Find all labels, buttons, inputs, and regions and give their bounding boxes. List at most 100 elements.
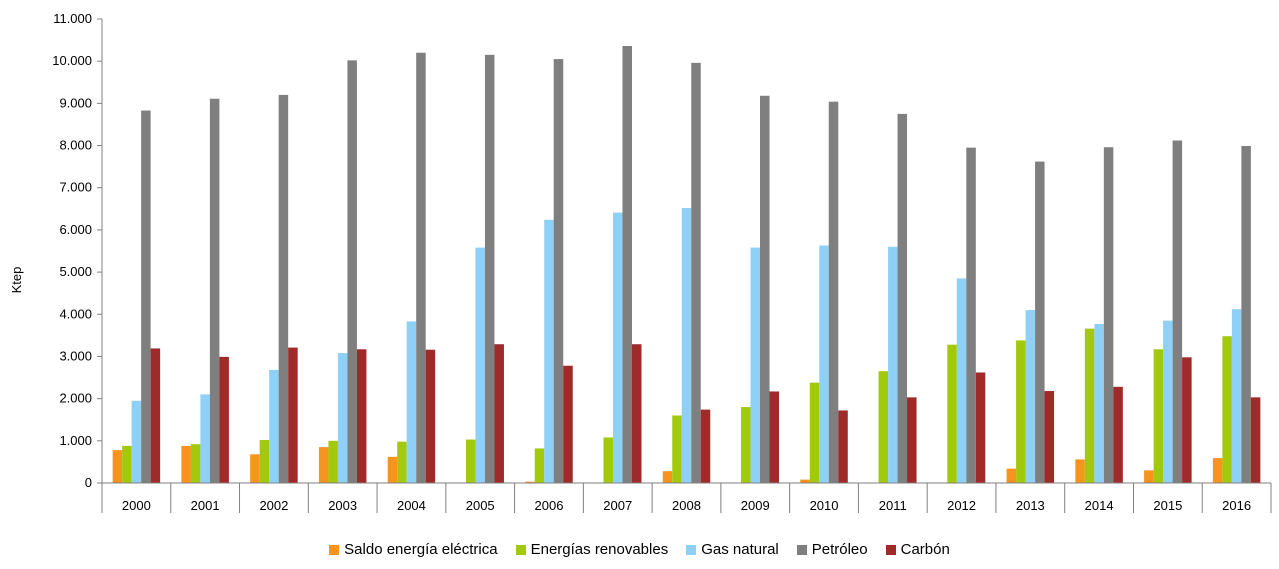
bar-energ-as-renovables-2000 <box>122 445 132 483</box>
bar-carb-n-2008 <box>700 409 711 483</box>
bar-carb-n-2002 <box>288 347 298 483</box>
bar-gas-natural-2000 <box>131 400 142 483</box>
x-tick-label: 2000 <box>122 498 151 513</box>
bar-gas-natural-2015 <box>1163 320 1173 483</box>
y-tick-label: 1.000 <box>59 433 92 448</box>
bar-gas-natural-2005 <box>475 247 485 483</box>
bar-energ-as-renovables-2011 <box>878 371 889 483</box>
bar-saldo-energ-a-el-ctrica-2003 <box>318 447 329 483</box>
bar-energ-as-renovables-2003 <box>328 440 338 483</box>
bar-carb-n-2007 <box>631 344 642 483</box>
y-tick-label: 5.000 <box>59 264 92 279</box>
bar-petr-leo-2011 <box>897 113 908 483</box>
bar-carb-n-2006 <box>563 365 573 483</box>
legend-swatch <box>885 544 896 555</box>
y-tick-label: 7.000 <box>59 180 92 195</box>
bar-energ-as-renovables-2014 <box>1084 328 1095 483</box>
y-tick-label: 10.000 <box>52 53 92 68</box>
bar-petr-leo-2001 <box>209 98 220 483</box>
y-tick-label: 3.000 <box>59 348 92 363</box>
bars <box>112 45 1261 484</box>
bar-petr-leo-2007 <box>622 45 632 483</box>
bar-gas-natural-2001 <box>200 394 210 483</box>
bar-gas-natural-2003 <box>337 353 348 483</box>
bar-saldo-energ-a-el-ctrica-2002 <box>250 454 260 483</box>
bar-gas-natural-2007 <box>612 212 623 483</box>
bar-energ-as-renovables-2009 <box>741 407 751 483</box>
bar-carb-n-2015 <box>1182 357 1192 483</box>
bar-petr-leo-2003 <box>347 60 357 483</box>
x-tick-label: 2002 <box>259 498 288 513</box>
x-tick-label: 2011 <box>879 498 907 513</box>
bar-energ-as-renovables-2010 <box>809 382 820 483</box>
x-tick-label: 2016 <box>1222 498 1251 513</box>
y-tick-label: 0 <box>85 475 92 490</box>
bar-petr-leo-2014 <box>1103 147 1114 483</box>
y-axis-ticks: 0 1.000 2.000 3.000 4.000 5.000 6.000 7.000 8.00… <box>52 11 102 490</box>
x-tick-label: 2003 <box>328 498 357 513</box>
legend-item: Energías renovables <box>515 541 668 558</box>
bar-petr-leo-2010 <box>828 101 839 483</box>
bar-petr-leo-2016 <box>1241 145 1251 483</box>
x-tick-label: 2010 <box>810 498 839 513</box>
legend-label: Gas natural <box>701 541 779 558</box>
bar-petr-leo-2004 <box>416 52 426 483</box>
bar-gas-natural-2014 <box>1094 323 1104 483</box>
bar-gas-natural-2009 <box>750 247 761 483</box>
bar-petr-leo-2013 <box>1035 161 1045 484</box>
bar-petr-leo-2002 <box>278 94 289 483</box>
bar-saldo-energ-a-el-ctrica-2004 <box>387 456 398 483</box>
bar-gas-natural-2004 <box>406 321 417 483</box>
y-tick-label: 2.000 <box>59 391 92 406</box>
legend-item: Petróleo <box>796 541 868 558</box>
axes <box>101 19 1271 484</box>
x-tick-label: 2013 <box>1016 498 1045 513</box>
bar-saldo-energ-a-el-ctrica-2014 <box>1075 459 1085 483</box>
bar-energ-as-renovables-2015 <box>1153 349 1164 483</box>
bar-carb-n-2003 <box>356 349 367 483</box>
x-tick-label: 2005 <box>466 498 495 513</box>
bar-carb-n-2011 <box>907 397 917 483</box>
bar-carb-n-2012 <box>975 372 986 483</box>
bar-carb-n-2016 <box>1250 397 1261 483</box>
bar-gas-natural-2012 <box>956 278 967 483</box>
legend-swatch <box>515 544 526 555</box>
x-tick-label: 2006 <box>535 498 564 513</box>
legend-item: Carbón <box>885 541 950 558</box>
bar-petr-leo-2000 <box>141 110 151 483</box>
bar-gas-natural-2016 <box>1231 309 1242 483</box>
legend-swatch <box>686 544 697 555</box>
bar-gas-natural-2011 <box>888 246 898 483</box>
legend-label: Petróleo <box>811 541 868 558</box>
legend-swatch <box>796 544 807 555</box>
bar-carb-n-2004 <box>425 349 436 483</box>
bar-carb-n-2005 <box>494 344 504 483</box>
bar-petr-leo-2008 <box>691 62 701 484</box>
bar-energ-as-renovables-2004 <box>397 441 407 483</box>
bar-gas-natural-2008 <box>681 207 692 483</box>
bar-carb-n-2013 <box>1044 391 1055 483</box>
y-tick-label: 4.000 <box>59 306 92 321</box>
bar-saldo-energ-a-el-ctrica-2006 <box>525 481 535 483</box>
bar-energ-as-renovables-2001 <box>190 444 201 483</box>
x-tick-label: 2008 <box>672 498 701 513</box>
bar-saldo-energ-a-el-ctrica-2001 <box>181 445 191 483</box>
bar-energ-as-renovables-2012 <box>947 344 957 483</box>
bar-saldo-energ-a-el-ctrica-2010 <box>800 479 810 483</box>
bar-energ-as-renovables-2006 <box>534 448 545 483</box>
bar-carb-n-2001 <box>219 356 229 483</box>
bar-carb-n-2009 <box>769 391 780 483</box>
y-tick-label: 6.000 <box>59 222 92 237</box>
bar-energ-as-renovables-2005 <box>465 439 476 483</box>
x-tick-label: 2014 <box>1085 498 1114 513</box>
bar-energ-as-renovables-2013 <box>1016 340 1026 483</box>
bar-saldo-energ-a-el-ctrica-2016 <box>1212 458 1223 483</box>
x-tick-label: 2007 <box>603 498 632 513</box>
x-tick-label: 2012 <box>947 498 976 513</box>
bar-saldo-energ-a-el-ctrica-2015 <box>1144 470 1154 483</box>
x-tick-label: 2009 <box>741 498 770 513</box>
bar-energ-as-renovables-2008 <box>672 415 682 483</box>
y-tick-label: 9.000 <box>59 95 92 110</box>
bar-saldo-energ-a-el-ctrica-2013 <box>1006 468 1017 483</box>
legend-swatch <box>329 544 340 555</box>
